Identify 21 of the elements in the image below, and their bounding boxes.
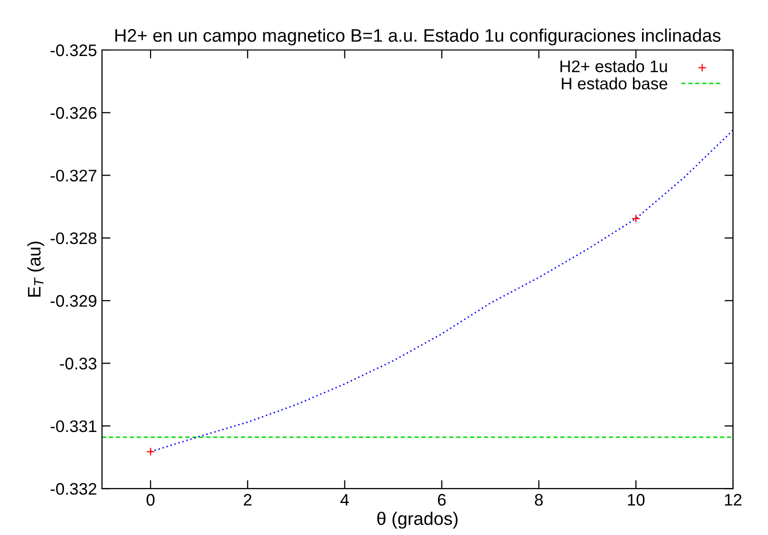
x-axis-title: θ (grados) bbox=[377, 512, 458, 529]
y-tick-label: -0.326 bbox=[50, 107, 96, 119]
legend-label: H2+ estado 1u bbox=[560, 60, 667, 72]
x-tick-label: 4 bbox=[340, 494, 349, 506]
x-tick-label: 12 bbox=[725, 494, 742, 506]
y-tick-label: -0.327 bbox=[50, 170, 96, 182]
x-tick-label: 2 bbox=[244, 494, 252, 506]
x-tick-label: 6 bbox=[438, 494, 446, 506]
x-tick-label: 8 bbox=[534, 494, 543, 506]
y-tick-label: -0.328 bbox=[50, 232, 96, 244]
x-tick-label: 10 bbox=[628, 494, 645, 506]
y-tick-label: -0.329 bbox=[50, 295, 96, 307]
y-axis-title: E$_{T}$ (au) bbox=[27, 242, 44, 297]
y-tick-label: -0.33 bbox=[60, 358, 96, 370]
line-series bbox=[150, 130, 733, 452]
y-tick-label: -0.332 bbox=[50, 483, 96, 495]
y-tick-label: -0.325 bbox=[50, 44, 96, 56]
legend-label: H estado base bbox=[562, 77, 668, 90]
chart-title: H2+ en un campo magnetico B=1 a.u. Estado 1u configuraciones inclinadas bbox=[115, 28, 720, 46]
x-tick-label: 0 bbox=[146, 494, 155, 506]
y-tick-label: -0.331 bbox=[50, 420, 96, 432]
